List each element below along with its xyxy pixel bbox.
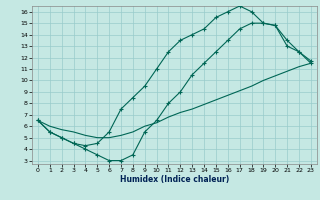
X-axis label: Humidex (Indice chaleur): Humidex (Indice chaleur) [120, 175, 229, 184]
